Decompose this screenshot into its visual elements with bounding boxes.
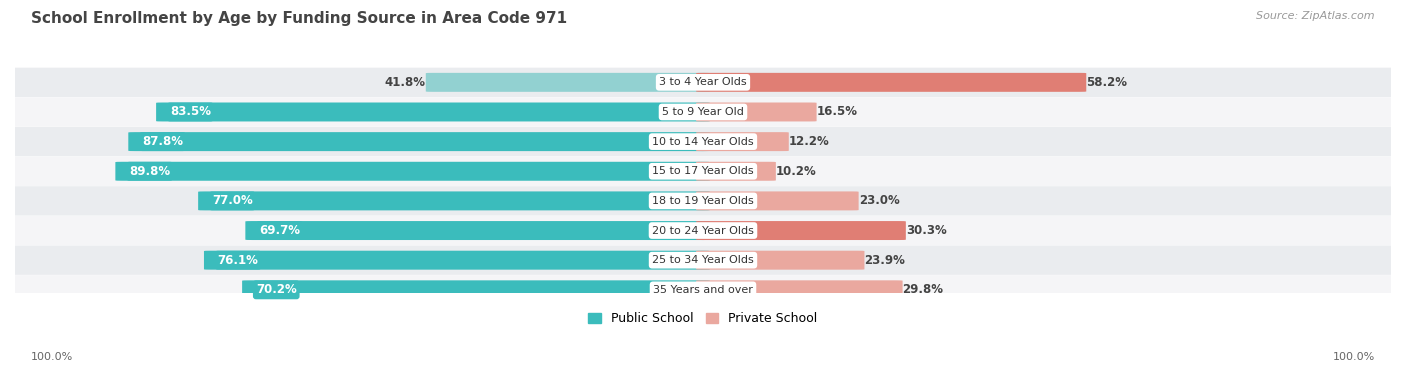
FancyBboxPatch shape: [696, 251, 865, 270]
Text: 23.9%: 23.9%: [865, 254, 905, 267]
Text: 16.5%: 16.5%: [817, 106, 858, 118]
FancyBboxPatch shape: [4, 156, 1402, 186]
Text: 29.8%: 29.8%: [903, 284, 943, 296]
Text: 89.8%: 89.8%: [129, 165, 170, 178]
Text: 5 to 9 Year Old: 5 to 9 Year Old: [662, 107, 744, 117]
Text: 25 to 34 Year Olds: 25 to 34 Year Olds: [652, 255, 754, 265]
Text: 58.2%: 58.2%: [1087, 76, 1128, 89]
Text: Source: ZipAtlas.com: Source: ZipAtlas.com: [1257, 11, 1375, 21]
FancyBboxPatch shape: [156, 103, 710, 121]
FancyBboxPatch shape: [4, 67, 1402, 97]
FancyBboxPatch shape: [198, 192, 710, 210]
FancyBboxPatch shape: [696, 221, 905, 240]
Text: 77.0%: 77.0%: [212, 195, 253, 207]
Text: 41.8%: 41.8%: [385, 76, 426, 89]
FancyBboxPatch shape: [4, 275, 1402, 305]
FancyBboxPatch shape: [696, 103, 817, 121]
Text: 70.2%: 70.2%: [256, 284, 297, 296]
FancyBboxPatch shape: [246, 221, 710, 240]
Text: 10.2%: 10.2%: [776, 165, 817, 178]
FancyBboxPatch shape: [696, 132, 789, 151]
Text: 20 to 24 Year Olds: 20 to 24 Year Olds: [652, 225, 754, 236]
Text: 23.0%: 23.0%: [859, 195, 900, 207]
FancyBboxPatch shape: [115, 162, 710, 181]
Text: 76.1%: 76.1%: [218, 254, 259, 267]
FancyBboxPatch shape: [4, 245, 1402, 275]
FancyBboxPatch shape: [696, 162, 776, 181]
FancyBboxPatch shape: [4, 186, 1402, 216]
Text: 18 to 19 Year Olds: 18 to 19 Year Olds: [652, 196, 754, 206]
FancyBboxPatch shape: [204, 251, 710, 270]
FancyBboxPatch shape: [426, 73, 710, 92]
Legend: Public School, Private School: Public School, Private School: [583, 308, 823, 331]
Text: School Enrollment by Age by Funding Source in Area Code 971: School Enrollment by Age by Funding Sour…: [31, 11, 567, 26]
Text: 12.2%: 12.2%: [789, 135, 830, 148]
FancyBboxPatch shape: [696, 192, 859, 210]
FancyBboxPatch shape: [242, 280, 710, 299]
FancyBboxPatch shape: [128, 132, 710, 151]
FancyBboxPatch shape: [4, 127, 1402, 156]
Text: 10 to 14 Year Olds: 10 to 14 Year Olds: [652, 136, 754, 147]
Text: 83.5%: 83.5%: [170, 106, 211, 118]
FancyBboxPatch shape: [4, 216, 1402, 245]
Text: 87.8%: 87.8%: [142, 135, 183, 148]
Text: 100.0%: 100.0%: [1333, 352, 1375, 362]
Text: 30.3%: 30.3%: [905, 224, 946, 237]
Text: 69.7%: 69.7%: [259, 224, 299, 237]
Text: 100.0%: 100.0%: [31, 352, 73, 362]
Text: 15 to 17 Year Olds: 15 to 17 Year Olds: [652, 166, 754, 176]
Text: 3 to 4 Year Olds: 3 to 4 Year Olds: [659, 77, 747, 87]
FancyBboxPatch shape: [696, 73, 1087, 92]
Text: 35 Years and over: 35 Years and over: [652, 285, 754, 295]
FancyBboxPatch shape: [696, 280, 903, 299]
FancyBboxPatch shape: [4, 97, 1402, 127]
